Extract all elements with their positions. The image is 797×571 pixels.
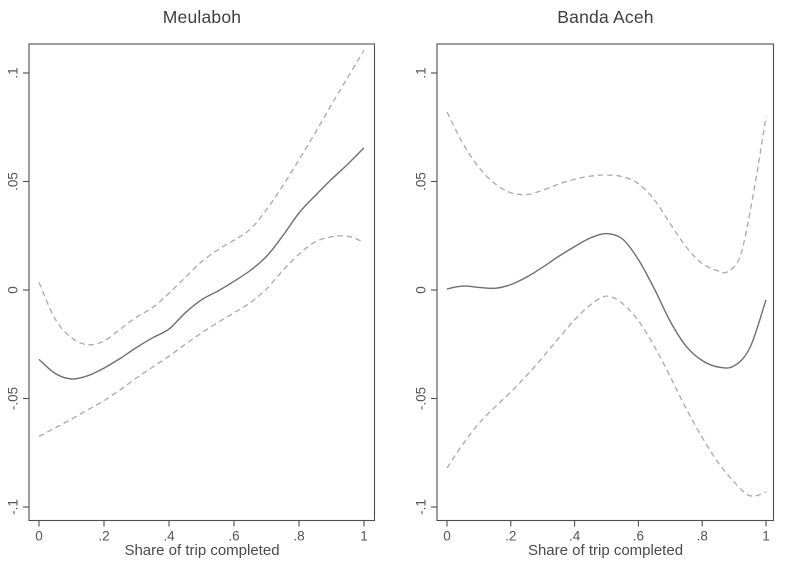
y-tick-label: .1 bbox=[6, 67, 21, 78]
panel-title-right: Banda Aceh bbox=[557, 7, 654, 27]
x-tick-label: .8 bbox=[697, 529, 708, 544]
series-dashed-lower-confidence-bound bbox=[38, 235, 365, 438]
x-axis-label-right: Share of trip completed bbox=[527, 542, 684, 559]
y-tick-label: 0 bbox=[414, 286, 429, 294]
y-tick-label: .05 bbox=[6, 172, 21, 191]
y-tick-label: -.1 bbox=[414, 499, 429, 515]
panel-title-left: Meulaboh bbox=[162, 7, 242, 27]
x-tick-label: .4 bbox=[569, 529, 581, 544]
x-tick-label: 1 bbox=[360, 529, 368, 544]
y-tick-label: -.05 bbox=[414, 387, 429, 410]
x-tick-label: 0 bbox=[35, 529, 43, 544]
x-tick-label: .8 bbox=[293, 529, 304, 544]
y-tick-label: 0 bbox=[6, 286, 21, 294]
y-tick-label: .05 bbox=[414, 172, 429, 191]
series-solid-point-estimate bbox=[446, 232, 767, 369]
x-tick-label: 1 bbox=[762, 529, 770, 544]
y-tick-label: -.05 bbox=[6, 387, 21, 410]
x-tick-label: .2 bbox=[505, 529, 516, 544]
series-dashed-upper-confidence-bound bbox=[446, 111, 767, 274]
series-dashed-upper-confidence-bound bbox=[38, 49, 365, 346]
x-tick-label: .2 bbox=[98, 529, 109, 544]
x-tick-label: .6 bbox=[633, 529, 644, 544]
x-tick-label: .6 bbox=[228, 529, 239, 544]
plot-box bbox=[28, 43, 376, 522]
series-solid-point-estimate bbox=[38, 147, 365, 380]
y-tick-label: -.1 bbox=[6, 499, 21, 515]
x-tick-label: .4 bbox=[163, 529, 175, 544]
y-tick-label: .1 bbox=[414, 67, 429, 78]
x-tick-label: 0 bbox=[443, 529, 451, 544]
plot-box bbox=[436, 43, 775, 522]
series-dashed-lower-confidence-bound bbox=[446, 295, 767, 497]
x-axis-label-left: Share of trip completed bbox=[124, 542, 280, 559]
